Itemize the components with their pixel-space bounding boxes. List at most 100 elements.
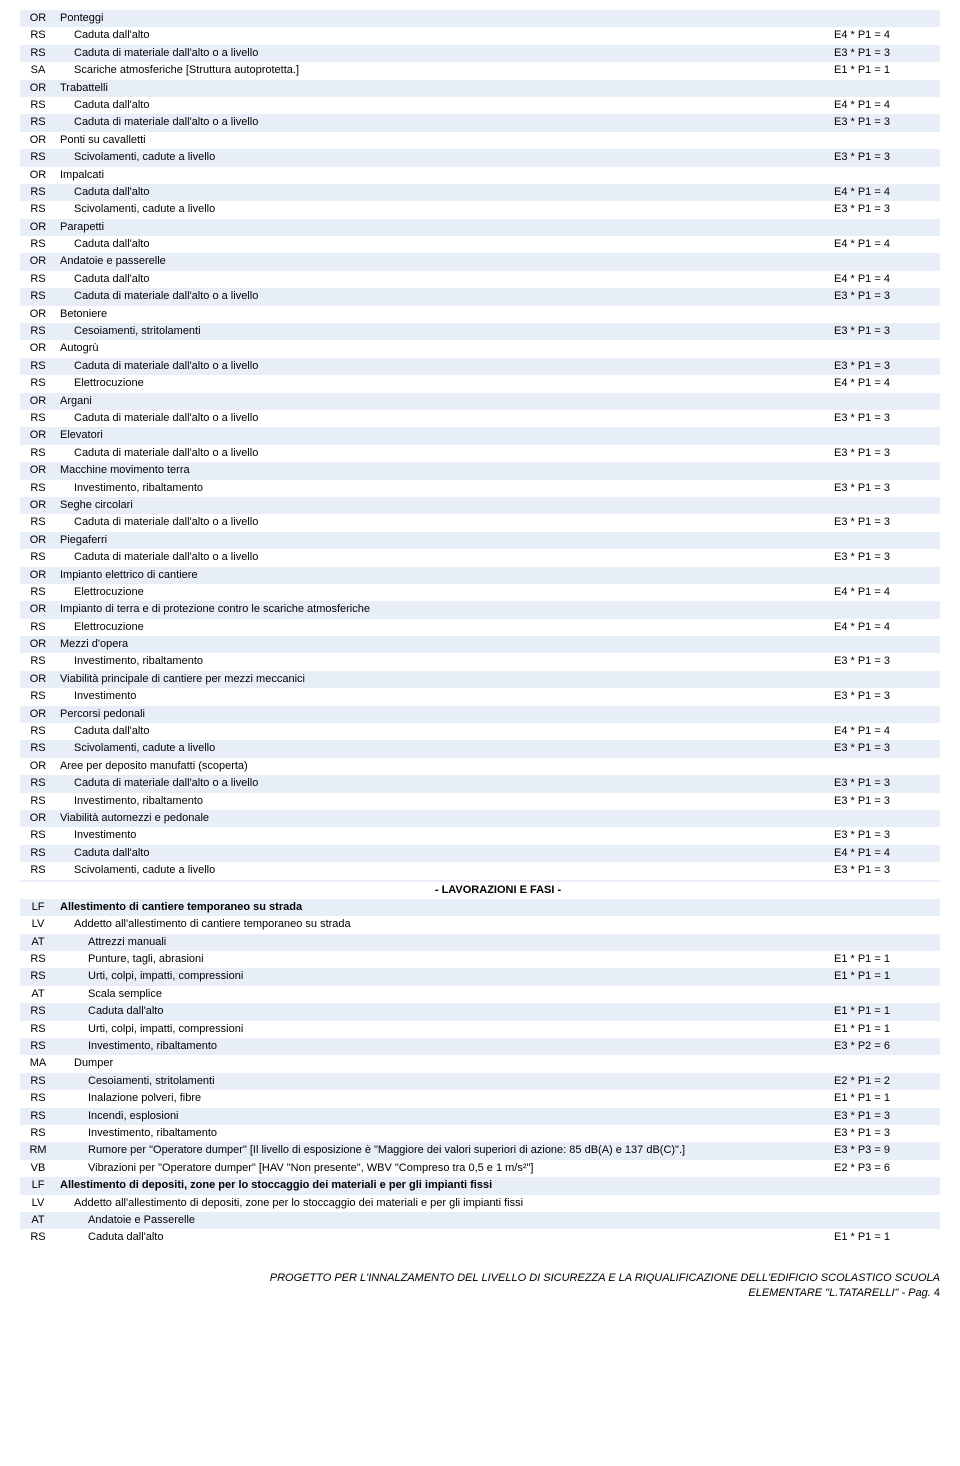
footer-page: 4 (934, 1287, 940, 1299)
row-desc: Caduta dall'alto (56, 845, 830, 862)
row-code: OR (20, 80, 56, 97)
row-code: RS (20, 1021, 56, 1038)
row-code: OR (20, 567, 56, 584)
table-row: RSElettrocuzioneE4 * P1 = 4 (20, 619, 940, 636)
row-desc: Cesoiamenti, stritolamenti (56, 323, 830, 340)
table-row: RSElettrocuzioneE4 * P1 = 4 (20, 584, 940, 601)
row-value (830, 810, 940, 827)
table-row: RSInvestimento, ribaltamentoE3 * P2 = 6 (20, 1038, 940, 1055)
row-value: E4 * P1 = 4 (830, 375, 940, 392)
row-code: RS (20, 288, 56, 305)
row-desc: Elevatori (56, 427, 830, 444)
row-code: LV (20, 1195, 56, 1212)
row-value: E2 * P1 = 2 (830, 1073, 940, 1090)
row-desc: Investimento, ribaltamento (56, 1125, 830, 1142)
table-row: RSElettrocuzioneE4 * P1 = 4 (20, 375, 940, 392)
row-value (830, 916, 940, 933)
row-code: RS (20, 688, 56, 705)
row-desc: Impianto di terra e di protezione contro… (56, 601, 830, 618)
row-value: E2 * P3 = 6 (830, 1160, 940, 1177)
row-desc: Elettrocuzione (56, 619, 830, 636)
row-code: OR (20, 340, 56, 357)
row-value: E4 * P1 = 4 (830, 619, 940, 636)
row-value: E1 * P1 = 1 (830, 62, 940, 79)
row-code: OR (20, 167, 56, 184)
row-value: E3 * P1 = 3 (830, 201, 940, 218)
table-row: RSPunture, tagli, abrasioniE1 * P1 = 1 (20, 951, 940, 968)
table-row: LVAddetto all'allestimento di depositi, … (20, 1195, 940, 1212)
row-value (830, 393, 940, 410)
row-desc: Caduta dall'alto (56, 271, 830, 288)
table-row: ATAndatoie e Passerelle (20, 1212, 940, 1229)
row-value (830, 1212, 940, 1229)
table-row: RSScivolamenti, cadute a livelloE3 * P1 … (20, 149, 940, 166)
row-desc: Caduta di materiale dall'alto o a livell… (56, 114, 830, 131)
row-desc: Impalcati (56, 167, 830, 184)
row-code: OR (20, 497, 56, 514)
row-value (830, 671, 940, 688)
row-desc: Attrezzi manuali (56, 934, 830, 951)
row-desc: Macchine movimento terra (56, 462, 830, 479)
table-row: RSCaduta di materiale dall'alto o a live… (20, 445, 940, 462)
table-row: RSCesoiamenti, stritolamentiE2 * P1 = 2 (20, 1073, 940, 1090)
row-value: E3 * P3 = 9 (830, 1142, 940, 1159)
row-desc: Addetto all'allestimento di cantiere tem… (56, 916, 830, 933)
row-code: RS (20, 445, 56, 462)
page-footer: PROGETTO PER L'INNALZAMENTO DEL LIVELLO … (20, 1271, 940, 1301)
table-row: ORImpianto elettrico di cantiere (20, 567, 940, 584)
table-row: RSCaduta dall'altoE1 * P1 = 1 (20, 1003, 940, 1020)
row-desc: Inalazione polveri, fibre (56, 1090, 830, 1107)
row-code: RS (20, 45, 56, 62)
row-desc: Caduta dall'alto (56, 1229, 830, 1246)
row-value (830, 132, 940, 149)
row-code: LF (20, 899, 56, 916)
table-row: ORParapetti (20, 219, 940, 236)
row-code: LF (20, 1177, 56, 1194)
row-code: RS (20, 653, 56, 670)
row-code: AT (20, 1212, 56, 1229)
row-desc: Scivolamenti, cadute a livello (56, 862, 830, 879)
row-code: RS (20, 114, 56, 131)
row-code: OR (20, 532, 56, 549)
table-row: RSCaduta dall'altoE4 * P1 = 4 (20, 845, 940, 862)
table-row: RSScivolamenti, cadute a livelloE3 * P1 … (20, 740, 940, 757)
row-code: RS (20, 951, 56, 968)
row-desc: Elettrocuzione (56, 375, 830, 392)
table-row: RSScivolamenti, cadute a livelloE3 * P1 … (20, 201, 940, 218)
table-row: ORViabilità automezzi e pedonale (20, 810, 940, 827)
table-row: ORElevatori (20, 427, 940, 444)
row-code: OR (20, 810, 56, 827)
row-code: LV (20, 916, 56, 933)
row-desc: Investimento, ribaltamento (56, 1038, 830, 1055)
table-row: RSCaduta dall'altoE4 * P1 = 4 (20, 271, 940, 288)
row-value: E3 * P1 = 3 (830, 45, 940, 62)
row-code: RS (20, 271, 56, 288)
table-row: RSIncendi, esplosioniE3 * P1 = 3 (20, 1108, 940, 1125)
row-value: E4 * P1 = 4 (830, 723, 940, 740)
row-code: OR (20, 462, 56, 479)
row-value (830, 80, 940, 97)
table-row: RSCaduta dall'altoE4 * P1 = 4 (20, 97, 940, 114)
row-value (830, 1055, 940, 1072)
row-desc: Investimento (56, 688, 830, 705)
table-row: RSScivolamenti, cadute a livelloE3 * P1 … (20, 862, 940, 879)
table-row: ORPercorsi pedonali (20, 706, 940, 723)
table-row: RSCaduta dall'altoE4 * P1 = 4 (20, 723, 940, 740)
row-code: RS (20, 1003, 56, 1020)
row-desc: Andatoie e passerelle (56, 253, 830, 270)
row-code: OR (20, 219, 56, 236)
table-row: ORAutogrù (20, 340, 940, 357)
row-value (830, 601, 940, 618)
row-desc: Dumper (56, 1055, 830, 1072)
row-code: VB (20, 1160, 56, 1177)
table-row: RSInvestimentoE3 * P1 = 3 (20, 688, 940, 705)
row-code: RS (20, 549, 56, 566)
table-row: ORSeghe circolari (20, 497, 940, 514)
row-value (830, 532, 940, 549)
row-code: RS (20, 149, 56, 166)
table-row: ATScala semplice (20, 986, 940, 1003)
row-desc: Allestimento di depositi, zone per lo st… (56, 1177, 830, 1194)
row-value: E3 * P1 = 3 (830, 410, 940, 427)
row-code: OR (20, 132, 56, 149)
row-desc: Ponteggi (56, 10, 830, 27)
